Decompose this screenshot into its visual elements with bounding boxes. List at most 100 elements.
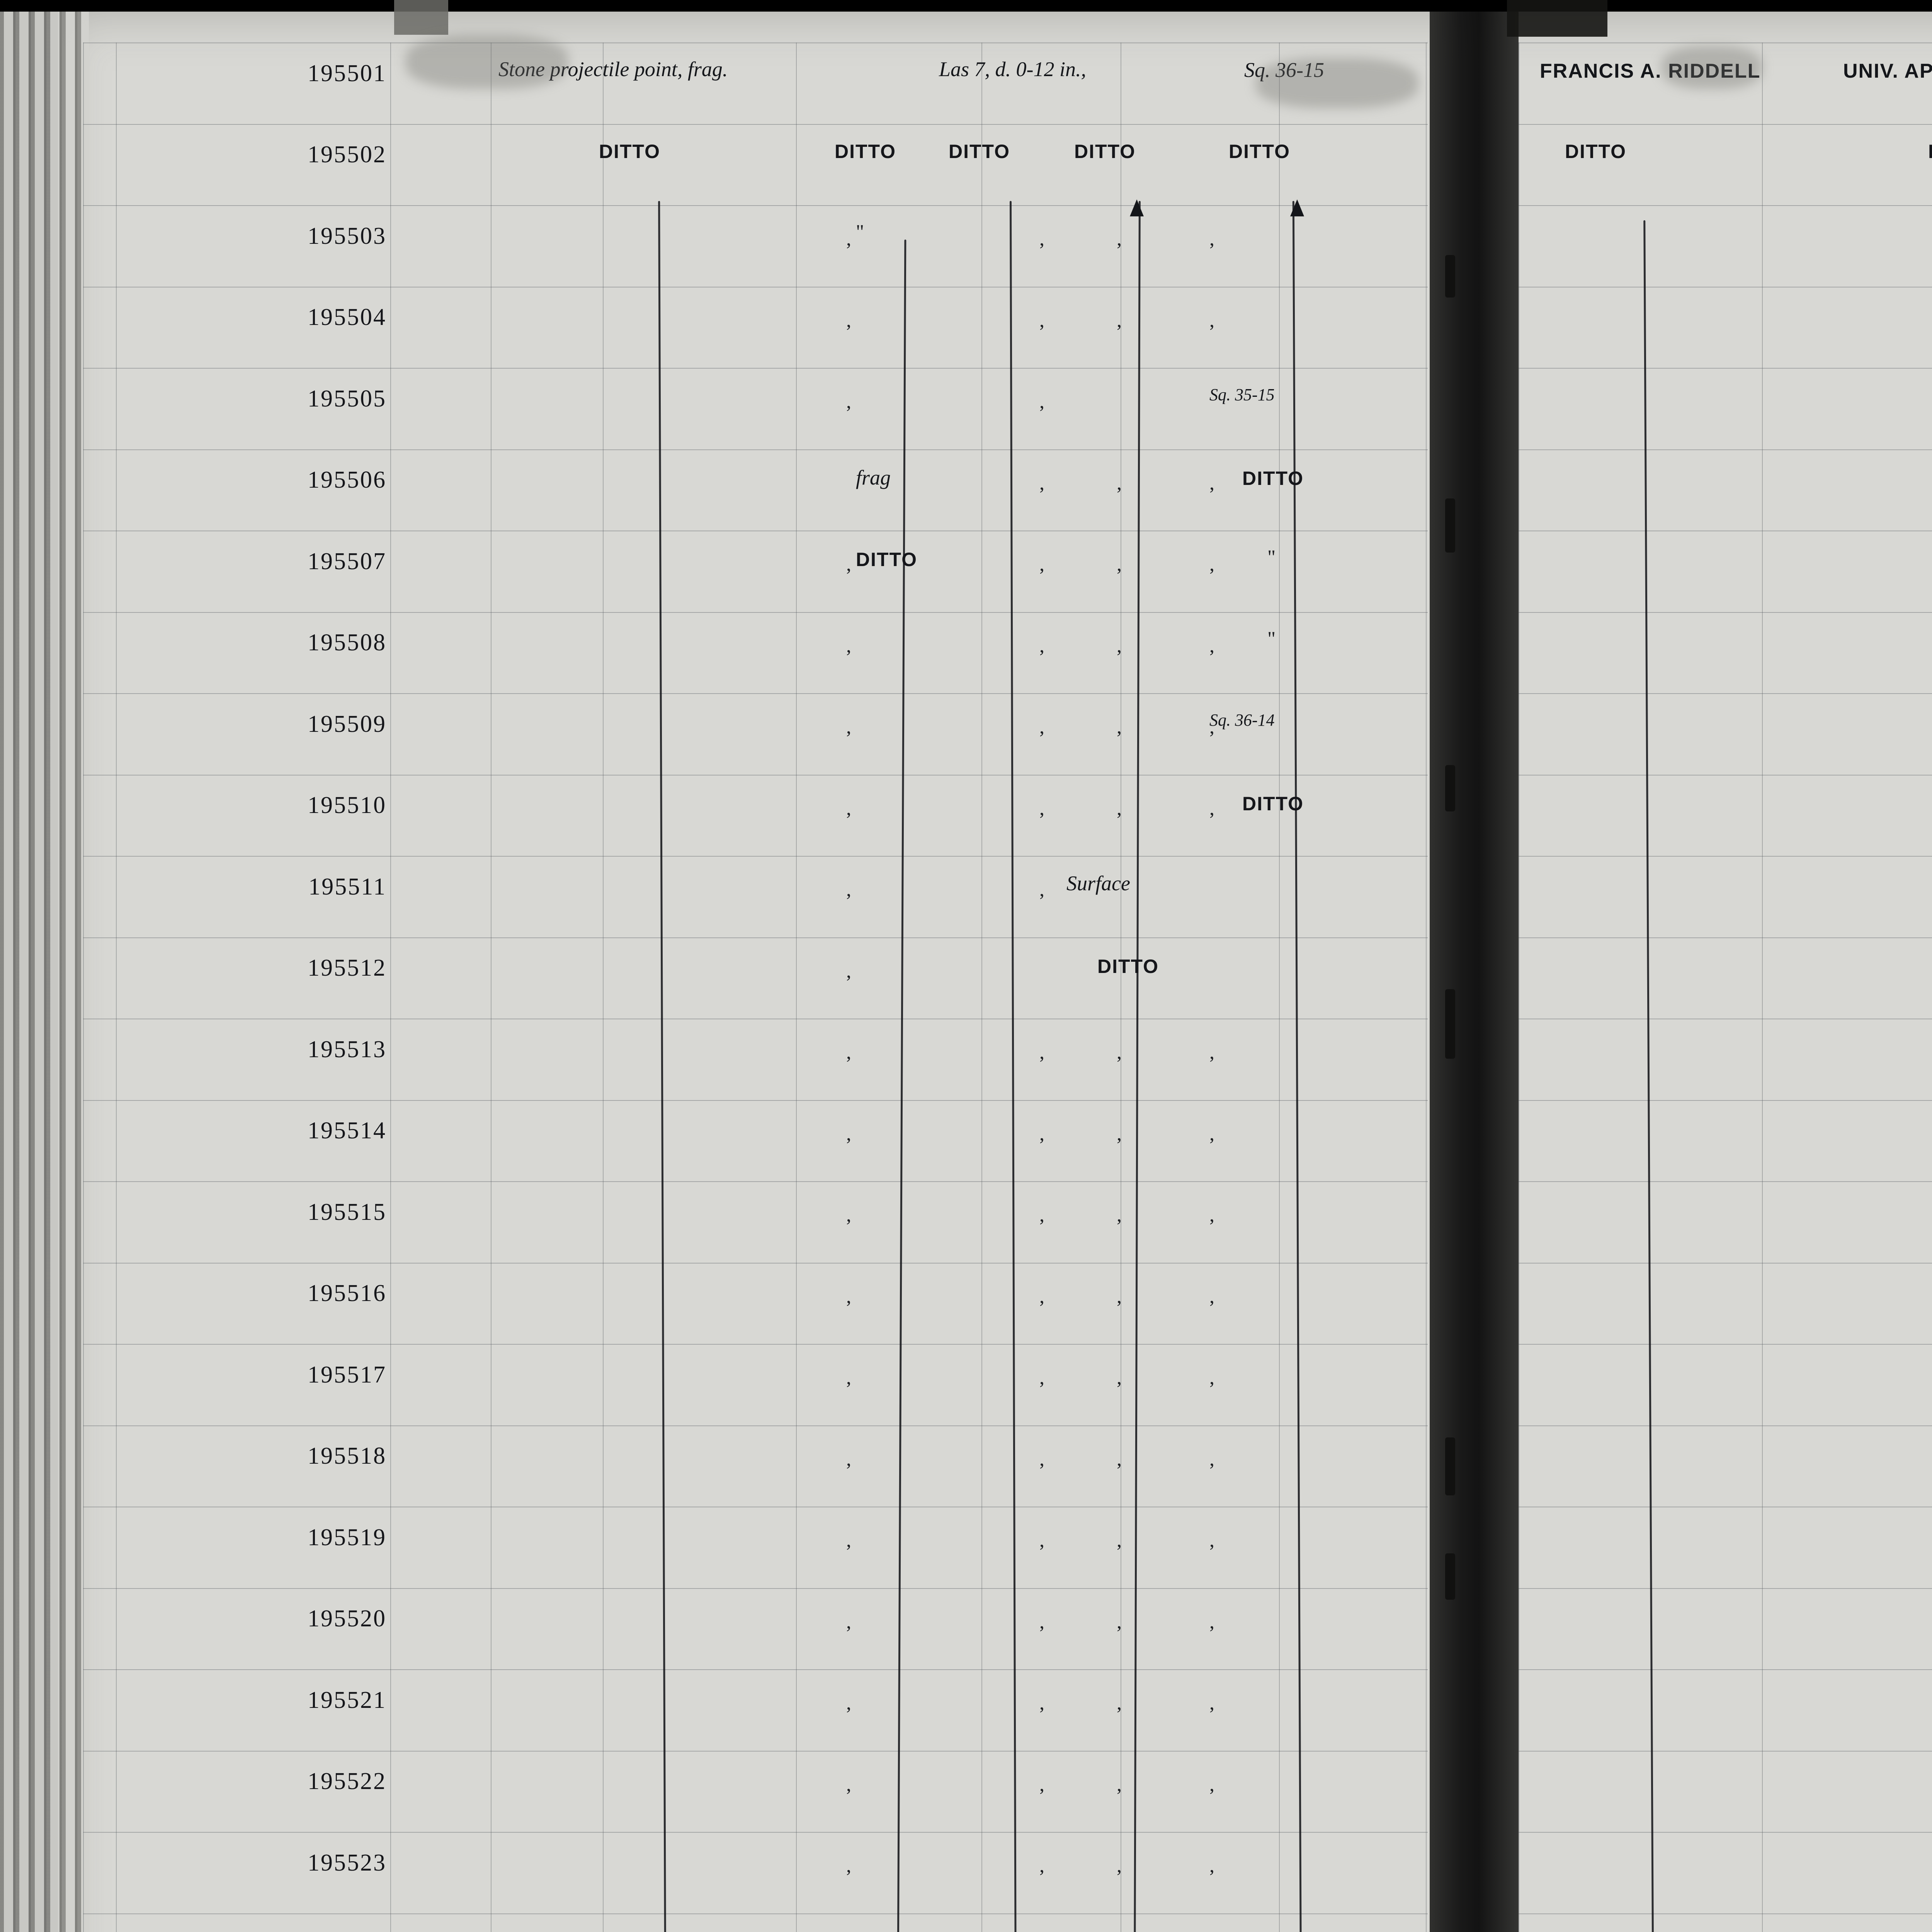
grid-hline (1519, 774, 1932, 776)
row-square: Sq. 36-14 (1209, 711, 1275, 730)
catalog-number: 195502 (308, 141, 386, 168)
catalog-number: 195521 (308, 1687, 386, 1713)
grid-hline (83, 774, 1428, 776)
grid-vline (83, 43, 84, 1932)
ditto-label: DITTO (1074, 140, 1136, 162)
grid-hline (83, 1669, 1428, 1670)
grid-hline (1519, 1262, 1932, 1264)
row-site: Las 7, d. 0-12 in., (939, 58, 1087, 81)
grid-vline (116, 43, 117, 1932)
ditto-tick-mark: , (1039, 1529, 1044, 1551)
ditto-tick-mark: , (846, 228, 851, 250)
ditto-tick-mark: , (1039, 716, 1044, 738)
catalog-number: 195509 (308, 711, 386, 737)
ditto-tick-mark: , (1209, 1367, 1214, 1389)
grid-hline (83, 1750, 1428, 1752)
grid-hline (1519, 1181, 1932, 1182)
binding-clip (1445, 255, 1455, 298)
ditto-tick-mark: , (1039, 1122, 1044, 1145)
ditto-tick-mark: , (1209, 1611, 1214, 1633)
grid-hline (1519, 368, 1932, 369)
catalog-number: 195501 (308, 60, 386, 87)
catalog-number: 195520 (308, 1605, 386, 1632)
catalog-number: 195508 (308, 629, 386, 656)
binding-gutter (1430, 0, 1519, 1932)
ditto-label: DITTO (1097, 955, 1159, 977)
ditto-tick-mark: , (1117, 1855, 1122, 1877)
grid-hline (83, 693, 1428, 694)
ditto-tick-mark: , (1039, 1448, 1044, 1470)
grid-hline (1519, 1913, 1932, 1914)
ditto-tick-mark: , (1039, 797, 1044, 820)
grid-hline (83, 1588, 1428, 1589)
catalog-number: 195506 (308, 467, 386, 493)
grid-hline (83, 1913, 1428, 1914)
film-smudge (1256, 58, 1418, 108)
ditto-tick-mark: , (1209, 1041, 1214, 1063)
ditto-tick-mark: , (846, 391, 851, 413)
ditto-tick-mark: , (1117, 1692, 1122, 1714)
catalog-number: 195512 (308, 955, 386, 981)
ditto-tick-mark: , (1117, 634, 1122, 657)
quote-mark: " (856, 221, 864, 243)
binding-clip (1445, 1437, 1455, 1495)
ditto-tick-mark: , (1039, 1692, 1044, 1714)
arrowhead (1130, 199, 1144, 216)
ditto-tick-mark: , (1117, 1529, 1122, 1551)
catalog-number: 195507 (308, 548, 386, 575)
ditto-tick-mark: , (846, 1041, 851, 1063)
ditto-label: DITTO (949, 140, 1010, 162)
grid-vline (981, 43, 982, 1932)
ditto-tick-mark: , (1117, 1285, 1122, 1308)
ditto-tick-mark: , (1117, 472, 1122, 494)
ditto-tick-mark: , (1039, 472, 1044, 494)
catalog-number: 195511 (308, 873, 386, 900)
catalog-number: 195504 (308, 304, 386, 331)
grid-vline (1426, 43, 1427, 1932)
ditto-tick-mark: , (1117, 553, 1122, 575)
grid-hline (1519, 1750, 1932, 1752)
binding-clip (1445, 498, 1455, 553)
grid-hline (83, 1832, 1428, 1833)
ditto-tick-mark: , (1209, 309, 1214, 332)
ditto-tick-mark: , (846, 797, 851, 820)
ditto-tick-mark: , (1209, 1285, 1214, 1308)
ditto-tick-mark: , (1209, 553, 1214, 575)
ditto-tick-mark: , (846, 1122, 851, 1145)
ditto-label: DITTO (835, 140, 896, 162)
row-frag: frag (856, 466, 891, 489)
ditto-tick-mark: , (1209, 472, 1214, 494)
row-description: Stone projectile point, frag. (498, 58, 728, 81)
top-dark-border (0, 0, 1932, 12)
ditto-tick-mark: , (1117, 716, 1122, 738)
ditto-label: DITTO (1565, 140, 1627, 162)
catalog-number: 195518 (308, 1443, 386, 1469)
ditto-tick-mark: , (1117, 1204, 1122, 1226)
film-smudge (406, 35, 568, 89)
ditto-tick-mark: , (1039, 1855, 1044, 1877)
ditto-tick-mark: , (846, 634, 851, 657)
ditto-tick-mark: , (1209, 1122, 1214, 1145)
ditto-tick-mark: , (1209, 634, 1214, 657)
ditto-tick-mark: , (1039, 391, 1044, 413)
grid-hline (83, 856, 1428, 857)
ditto-tick-mark: , (1117, 1367, 1122, 1389)
ditto-tick-mark: , (846, 716, 851, 738)
grid-hline (83, 1181, 1428, 1182)
ditto-tick-mark: , (846, 879, 851, 901)
grid-hline (83, 612, 1428, 613)
grid-hline (83, 1100, 1428, 1101)
ditto-tick-mark: , (1039, 1041, 1044, 1063)
ditto-tick-mark: , (1039, 1285, 1044, 1308)
ditto-tick-mark: , (846, 960, 851, 982)
grid-hline (1519, 1100, 1932, 1101)
grid-hline (83, 368, 1428, 369)
ditto-tick-mark: , (846, 1285, 851, 1308)
catalog-number: 195503 (308, 223, 386, 249)
source-header: UNIV. APPROPRIATION (1843, 60, 1932, 82)
catalog-number: 195505 (308, 385, 386, 412)
ditto-tick-mark: , (1039, 879, 1044, 901)
grid-hline (1519, 1344, 1932, 1345)
ditto-tick-mark: , (846, 1204, 851, 1226)
